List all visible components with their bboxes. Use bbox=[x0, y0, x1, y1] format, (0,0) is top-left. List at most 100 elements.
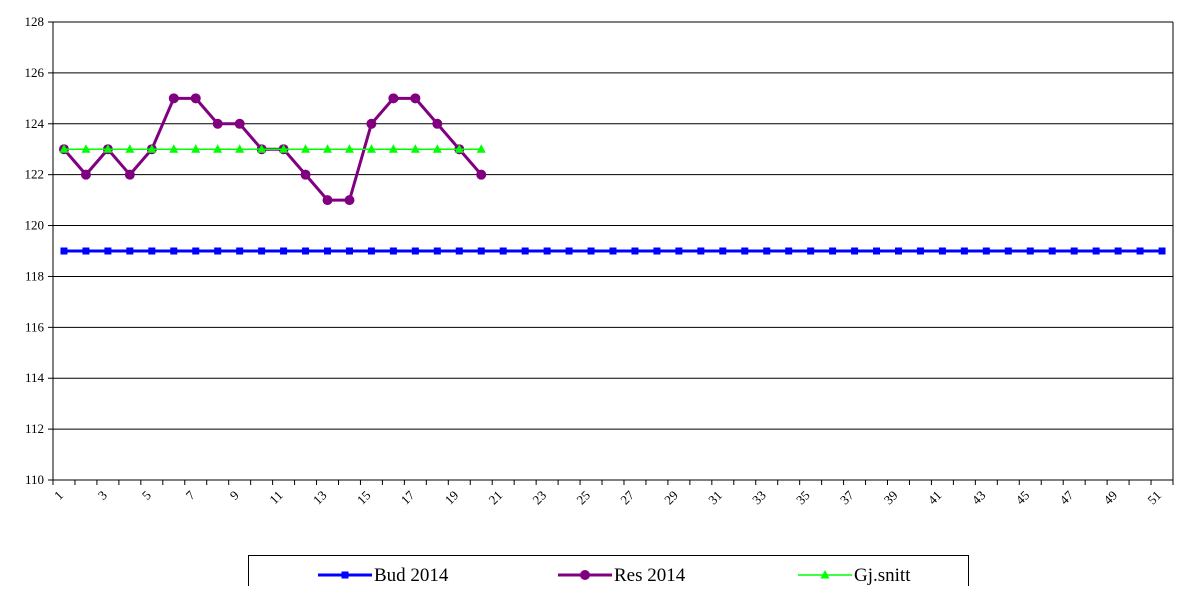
marker bbox=[1048, 247, 1056, 255]
marker bbox=[697, 247, 705, 255]
marker bbox=[476, 144, 486, 153]
x-tick-label: 41 bbox=[925, 488, 945, 508]
marker bbox=[344, 144, 354, 153]
marker bbox=[477, 247, 485, 255]
marker bbox=[323, 144, 333, 153]
marker bbox=[236, 247, 244, 255]
marker bbox=[366, 118, 377, 129]
marker bbox=[280, 247, 288, 255]
x-tick-label: 19 bbox=[442, 488, 462, 508]
marker bbox=[104, 247, 112, 255]
x-tick-label: 25 bbox=[573, 488, 593, 508]
legend-label: Res 2014 bbox=[614, 565, 686, 586]
marker bbox=[609, 247, 617, 255]
x-tick-label: 5 bbox=[139, 488, 154, 503]
marker bbox=[410, 144, 420, 153]
marker bbox=[322, 195, 333, 206]
y-tick-label: 120 bbox=[25, 218, 45, 233]
marker bbox=[432, 144, 442, 153]
x-tick-label: 45 bbox=[1013, 488, 1033, 508]
x-tick-label: 39 bbox=[881, 488, 901, 508]
marker bbox=[82, 247, 90, 255]
marker bbox=[345, 247, 353, 255]
marker bbox=[103, 144, 113, 153]
marker bbox=[124, 169, 135, 180]
marker bbox=[213, 144, 223, 153]
marker bbox=[675, 247, 683, 255]
marker bbox=[410, 93, 421, 104]
marker bbox=[214, 247, 222, 255]
marker bbox=[411, 247, 419, 255]
y-tick-label: 128 bbox=[25, 14, 45, 29]
x-tick-label: 11 bbox=[266, 488, 285, 507]
marker bbox=[301, 144, 311, 153]
x-tick-label: 23 bbox=[529, 488, 549, 508]
marker bbox=[170, 247, 178, 255]
marker bbox=[432, 118, 443, 129]
marker bbox=[1070, 247, 1078, 255]
marker bbox=[894, 247, 902, 255]
marker bbox=[454, 144, 464, 153]
marker bbox=[126, 247, 134, 255]
marker bbox=[212, 118, 223, 129]
marker bbox=[433, 247, 441, 255]
x-tick-label: 47 bbox=[1056, 487, 1076, 507]
x-tick-label: 51 bbox=[1144, 488, 1164, 508]
marker bbox=[125, 144, 135, 153]
marker bbox=[279, 144, 289, 153]
marker bbox=[168, 93, 179, 104]
marker bbox=[763, 247, 771, 255]
marker bbox=[807, 247, 815, 255]
marker bbox=[300, 169, 311, 180]
x-tick-label: 13 bbox=[310, 488, 330, 508]
y-tick-label: 114 bbox=[25, 370, 45, 385]
x-tick-label: 33 bbox=[749, 488, 769, 508]
marker bbox=[873, 247, 881, 255]
marker bbox=[1136, 247, 1144, 255]
y-tick-label: 124 bbox=[25, 116, 45, 131]
marker bbox=[587, 247, 595, 255]
marker bbox=[476, 169, 487, 180]
x-tick-label: 9 bbox=[227, 488, 242, 503]
marker bbox=[341, 571, 349, 579]
x-tick-label: 37 bbox=[837, 487, 857, 507]
y-tick-label: 112 bbox=[25, 421, 44, 436]
x-tick-label: 29 bbox=[661, 488, 681, 508]
marker bbox=[257, 144, 267, 153]
marker bbox=[785, 247, 793, 255]
marker bbox=[344, 195, 355, 206]
legend-label: Bud 2014 bbox=[374, 565, 449, 586]
marker bbox=[234, 118, 245, 129]
x-tick-label: 21 bbox=[486, 488, 506, 508]
marker bbox=[1114, 247, 1122, 255]
marker bbox=[1092, 247, 1100, 255]
marker bbox=[719, 247, 727, 255]
marker bbox=[59, 144, 69, 153]
x-tick-label: 17 bbox=[398, 487, 418, 507]
marker bbox=[820, 570, 830, 579]
y-tick-label: 118 bbox=[25, 268, 44, 283]
marker bbox=[916, 247, 924, 255]
marker bbox=[1026, 247, 1034, 255]
marker bbox=[388, 93, 399, 104]
x-tick-label: 49 bbox=[1100, 488, 1120, 508]
marker bbox=[829, 247, 837, 255]
marker bbox=[81, 144, 91, 153]
marker bbox=[366, 144, 376, 153]
marker bbox=[324, 247, 332, 255]
marker bbox=[148, 247, 156, 255]
marker bbox=[192, 247, 200, 255]
marker bbox=[169, 144, 179, 153]
marker bbox=[521, 247, 529, 255]
marker bbox=[960, 247, 968, 255]
marker bbox=[851, 247, 859, 255]
y-tick-label: 122 bbox=[25, 167, 45, 182]
x-tick-label: 1 bbox=[51, 488, 66, 503]
marker bbox=[565, 247, 573, 255]
marker bbox=[367, 247, 375, 255]
marker bbox=[235, 144, 245, 153]
marker bbox=[388, 144, 398, 153]
marker bbox=[191, 144, 201, 153]
x-tick-label: 35 bbox=[793, 488, 813, 508]
